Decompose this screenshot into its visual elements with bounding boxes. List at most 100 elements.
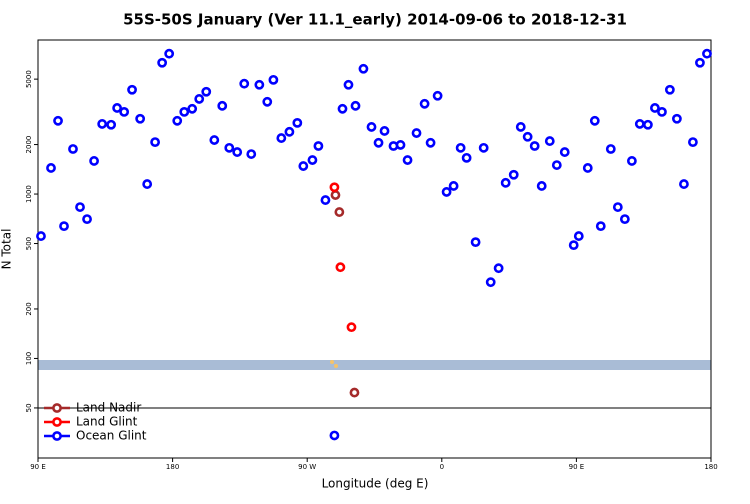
point <box>411 128 422 138</box>
point <box>350 100 361 111</box>
point <box>135 113 146 124</box>
point <box>292 117 303 128</box>
point <box>626 156 637 166</box>
point <box>127 84 137 95</box>
point <box>337 103 348 114</box>
legend-marker <box>52 403 62 413</box>
point <box>379 126 390 136</box>
point <box>254 79 265 90</box>
point <box>664 84 675 95</box>
point <box>634 119 645 129</box>
point <box>419 98 430 109</box>
point <box>82 214 92 225</box>
point <box>53 115 63 126</box>
point <box>307 155 318 165</box>
y-axis-label: N Total <box>0 229 14 270</box>
band-dot <box>330 360 334 364</box>
legend-label: Ocean Glint <box>76 429 147 443</box>
point <box>679 179 689 189</box>
point <box>612 202 623 212</box>
point <box>194 94 205 104</box>
point <box>89 156 99 166</box>
point <box>330 190 341 200</box>
point <box>358 63 369 74</box>
point <box>642 119 653 130</box>
point <box>329 430 340 441</box>
point <box>500 177 511 188</box>
point <box>702 48 712 59</box>
point <box>320 195 331 205</box>
point <box>672 113 682 124</box>
point <box>232 147 243 157</box>
point <box>619 214 630 225</box>
point <box>268 74 279 85</box>
x-axis-label: Longitude (deg E) <box>322 477 429 491</box>
point <box>568 240 579 251</box>
y-tick-label: 200 <box>25 302 33 315</box>
point <box>605 144 616 154</box>
point <box>329 182 340 193</box>
point <box>559 147 570 157</box>
point <box>119 106 130 117</box>
point <box>349 387 360 398</box>
point <box>455 142 466 153</box>
y-tick-label: 2000 <box>25 136 33 154</box>
legend-marker <box>52 431 62 441</box>
point <box>106 119 117 130</box>
point <box>508 169 519 180</box>
reference-band <box>38 360 711 370</box>
point <box>529 141 540 151</box>
point <box>150 137 161 148</box>
point <box>485 277 496 288</box>
point <box>515 122 526 132</box>
point <box>373 137 384 148</box>
point <box>522 131 533 142</box>
point <box>142 179 153 189</box>
point <box>536 181 547 191</box>
point <box>343 79 354 90</box>
x-tick-label: 180 <box>704 463 717 471</box>
point <box>573 231 584 241</box>
point <box>112 103 123 113</box>
point <box>595 221 606 232</box>
point <box>425 137 436 148</box>
point <box>172 115 183 126</box>
point <box>246 149 257 159</box>
x-tick-label: 90 E <box>30 463 46 471</box>
y-tick-label: 500 <box>25 237 33 250</box>
point <box>298 161 309 171</box>
point <box>657 106 667 117</box>
x-tick-label: 180 <box>166 463 179 471</box>
x-tick-label: 90 W <box>298 463 316 471</box>
point <box>46 163 56 173</box>
y-tick-label: 100 <box>25 352 33 365</box>
point <box>582 163 593 173</box>
point <box>589 115 600 126</box>
point <box>179 106 190 117</box>
x-tick-label: 90 E <box>569 463 585 471</box>
point <box>695 57 705 68</box>
point <box>448 181 459 191</box>
point <box>209 135 220 145</box>
plot-frame <box>37 39 712 459</box>
point <box>36 231 46 241</box>
point <box>334 207 345 217</box>
chart-title: 55S-50S January (Ver 11.1_early) 2014-09… <box>123 11 627 29</box>
legend-label: Land Glint <box>76 415 138 429</box>
point <box>164 48 175 59</box>
point <box>478 142 489 153</box>
point <box>224 142 235 153</box>
point <box>313 141 324 151</box>
point <box>239 78 250 89</box>
point <box>650 103 660 113</box>
point <box>201 86 212 97</box>
point <box>346 322 357 333</box>
point <box>544 136 555 146</box>
y-tick-label: 5000 <box>25 70 33 88</box>
legend-label: Land Nadir <box>76 401 141 415</box>
point <box>75 202 85 212</box>
x-tick-label: 0 <box>440 463 444 471</box>
point <box>335 262 346 273</box>
point <box>551 160 562 170</box>
